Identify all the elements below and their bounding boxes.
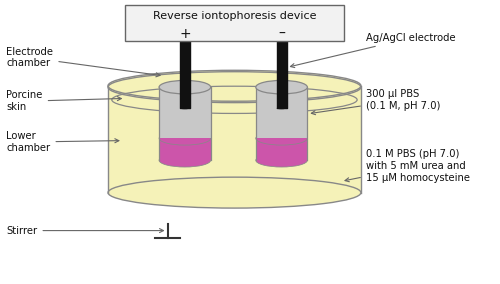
Polygon shape [159, 138, 210, 160]
Text: Porcine
skin: Porcine skin [6, 90, 121, 112]
Text: 300 µl PBS
(0.1 M, pH 7.0): 300 µl PBS (0.1 M, pH 7.0) [312, 89, 440, 115]
Ellipse shape [159, 80, 210, 94]
Text: –: – [278, 27, 285, 41]
Ellipse shape [276, 14, 286, 16]
Ellipse shape [108, 70, 361, 101]
Polygon shape [108, 86, 361, 193]
Text: 0.1 M PBS (pH 7.0)
with 5 mM urea and
15 µM homocysteine: 0.1 M PBS (pH 7.0) with 5 mM urea and 15… [345, 149, 470, 183]
Polygon shape [256, 87, 308, 160]
Ellipse shape [256, 131, 308, 145]
Text: Reverse iontophoresis device: Reverse iontophoresis device [152, 11, 316, 20]
Text: Lower
chamber: Lower chamber [6, 131, 119, 153]
Ellipse shape [108, 177, 361, 208]
Ellipse shape [180, 107, 190, 109]
Ellipse shape [159, 154, 210, 167]
Ellipse shape [180, 14, 190, 16]
Ellipse shape [256, 154, 308, 167]
FancyBboxPatch shape [126, 5, 344, 41]
Text: Ag/AgCl electrode: Ag/AgCl electrode [290, 33, 456, 68]
Polygon shape [159, 87, 210, 160]
Text: +: + [179, 27, 190, 41]
Ellipse shape [256, 80, 308, 94]
Text: Electrode
chamber: Electrode chamber [6, 47, 160, 77]
Text: Stirrer: Stirrer [6, 225, 164, 236]
Ellipse shape [159, 131, 210, 145]
Polygon shape [256, 138, 308, 160]
Polygon shape [256, 87, 308, 138]
Polygon shape [159, 87, 210, 138]
Ellipse shape [276, 107, 286, 109]
